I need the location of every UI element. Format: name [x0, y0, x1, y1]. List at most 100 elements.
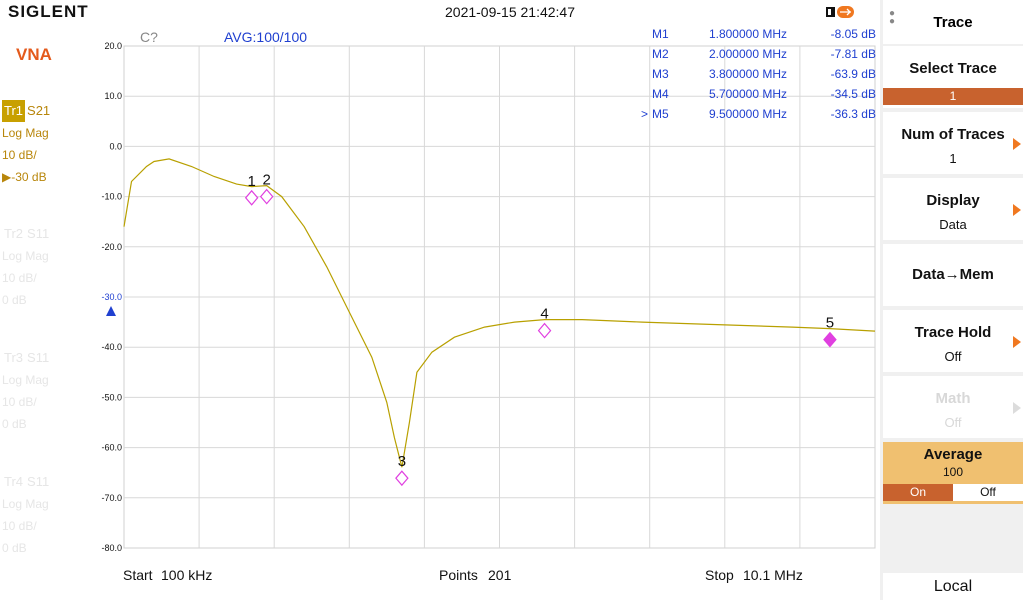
- marker-diamond-icon[interactable]: [259, 188, 274, 205]
- trace-1-info[interactable]: Tr1 S21 Log Mag 10 dB/ ▶-30 dB: [2, 100, 50, 188]
- trace-scale: 10 dB/: [2, 148, 37, 162]
- stop-value[interactable]: 10.1 MHz: [743, 567, 803, 583]
- display-button[interactable]: Display Data: [883, 178, 1023, 240]
- marker-name: M1: [652, 27, 669, 41]
- num-traces-button[interactable]: Num of Traces 1: [883, 112, 1023, 174]
- trace-tag: Tr1: [2, 100, 26, 122]
- marker-diamond-icon[interactable]: [395, 470, 409, 487]
- marker-value: -8.05 dB: [831, 27, 876, 41]
- select-trace-value[interactable]: 1: [883, 88, 1023, 105]
- math-value: Off: [944, 415, 962, 430]
- start-value[interactable]: 100 kHz: [161, 567, 213, 583]
- brand-logo: SIGLENT: [8, 2, 89, 21]
- marker-table: M1 1.800000 MHz -8.05 dB M2 2.000000 MHz -7.8…: [641, 27, 876, 121]
- average-value: 100: [942, 465, 964, 479]
- average-off-toggle[interactable]: Off: [953, 484, 1023, 501]
- marker-number-label: 2: [263, 172, 271, 189]
- marker-value: -63.9 dB: [831, 67, 876, 81]
- y-tick-label: -60.0: [101, 443, 122, 453]
- active-marker-indicator: >: [641, 107, 648, 121]
- y-tick-label: -70.0: [101, 493, 122, 503]
- marker-value: -7.81 dB: [831, 47, 876, 61]
- local-button[interactable]: Local: [883, 573, 1023, 600]
- display-value: Data: [939, 217, 967, 232]
- marker-frequency: 2.000000 MHz: [709, 47, 787, 61]
- num-traces-value: 1: [949, 151, 957, 166]
- marker-diamond-icon[interactable]: [537, 322, 552, 339]
- marker-number-label: 1: [247, 173, 255, 190]
- trace-param: S11: [27, 350, 50, 365]
- trace-param: S21: [27, 103, 51, 118]
- y-tick-label: -80.0: [101, 543, 122, 553]
- y-tick-label: -30.0: [101, 292, 122, 302]
- select-trace-button[interactable]: Select Trace 1: [883, 46, 1023, 108]
- marker-frequency: 9.500000 MHz: [709, 107, 787, 121]
- marker-number-label: 5: [826, 315, 834, 332]
- submenu-arrow-icon: [1013, 336, 1021, 348]
- marker-frequency: 5.700000 MHz: [709, 87, 787, 101]
- marker-value: -36.3 dB: [831, 107, 876, 121]
- trace-ref: 0 dB: [2, 293, 27, 307]
- y-tick-label: 0.0: [109, 141, 122, 151]
- average-status: AVG:100/100: [224, 29, 307, 45]
- y-tick-label: -40.0: [101, 342, 122, 352]
- trace-ref: 0 dB: [2, 417, 27, 431]
- trace-ref: 0 dB: [2, 541, 27, 555]
- mode-label: VNA: [16, 45, 52, 64]
- marker-name: M3: [652, 67, 669, 81]
- marker-diamond-icon[interactable]: [823, 331, 837, 348]
- submenu-arrow-icon: [1013, 204, 1021, 216]
- plot-grid: [123, 45, 876, 549]
- marker-number-label: 3: [398, 453, 406, 470]
- reference-level-icon: [106, 306, 116, 316]
- points-label: Points: [439, 567, 478, 583]
- menu-title: Trace: [933, 14, 973, 31]
- marker-value: -34.5 dB: [831, 87, 876, 101]
- datetime-display: 2021-09-15 21:42:47: [445, 4, 575, 20]
- trace-line-s21: [123, 158, 876, 468]
- display-title: Display: [926, 192, 980, 209]
- trace-hold-value: Off: [944, 349, 962, 364]
- trace-param: S11: [27, 474, 50, 489]
- math-button[interactable]: Math Off: [883, 376, 1023, 438]
- points-value[interactable]: 201: [488, 567, 512, 583]
- trace-format: Log Mag: [2, 249, 49, 263]
- y-tick-label: -50.0: [101, 392, 122, 402]
- math-title: Math: [935, 390, 971, 407]
- trace-2-info[interactable]: Tr2 S11 Log Mag 10 dB/ 0 dB: [2, 223, 49, 311]
- measurement-plot[interactable]: 20.0 10.0 0.0 -10.0 -20.0 -30.0 -40.0 -50.0 -60.…: [0, 0, 880, 600]
- marker-name: M2: [652, 47, 669, 61]
- trace-format: Log Mag: [2, 126, 49, 140]
- trace-markers: 1 2 3 4 5: [244, 172, 837, 487]
- data-to-mem-title: Data→Mem: [912, 266, 994, 283]
- battery-usb-icon: [826, 6, 854, 18]
- trace-hold-title: Trace Hold: [914, 324, 992, 341]
- select-trace-title: Select Trace: [909, 60, 997, 77]
- trace-scale: 10 dB/: [2, 271, 37, 285]
- trace-4-info[interactable]: Tr4 S11 Log Mag 10 dB/ 0 dB: [2, 471, 49, 559]
- marker-name: M5: [652, 107, 669, 121]
- trace-format: Log Mag: [2, 373, 49, 387]
- sweep-info-bar: Start 100 kHz Points 201 Stop 10.1 MHz: [0, 565, 880, 585]
- average-on-toggle[interactable]: On: [883, 484, 953, 501]
- y-tick-label: -20.0: [101, 242, 122, 252]
- marker-name: M4: [652, 87, 669, 101]
- stop-label: Stop: [705, 567, 734, 583]
- y-tick-label: 20.0: [104, 41, 122, 51]
- cal-status: C?: [140, 29, 158, 45]
- marker-diamond-icon[interactable]: [244, 189, 259, 206]
- trace-ref: ▶-30 dB: [2, 170, 47, 184]
- trace-3-info[interactable]: Tr3 S11 Log Mag 10 dB/ 0 dB: [2, 347, 49, 435]
- menu-drag-icon: ● ●: [889, 8, 896, 27]
- trace-scale: 10 dB/: [2, 519, 37, 533]
- data-to-mem-button[interactable]: Data→Mem: [883, 244, 1023, 306]
- marker-frequency: 1.800000 MHz: [709, 27, 787, 41]
- trace-format: Log Mag: [2, 497, 49, 511]
- softkey-panel: ● ● Trace Select Trace 1 Num of Traces 1 …: [880, 0, 1023, 600]
- trace-hold-button[interactable]: Trace Hold Off: [883, 310, 1023, 372]
- trace-info-panel: VNA Tr1 S21 Log Mag 10 dB/ ▶-30 dB Tr2 S11…: [0, 24, 95, 600]
- submenu-arrow-icon: [1013, 402, 1021, 414]
- trace-scale: 10 dB/: [2, 395, 37, 409]
- trace-param: S11: [27, 226, 50, 241]
- num-traces-title: Num of Traces: [901, 126, 1005, 143]
